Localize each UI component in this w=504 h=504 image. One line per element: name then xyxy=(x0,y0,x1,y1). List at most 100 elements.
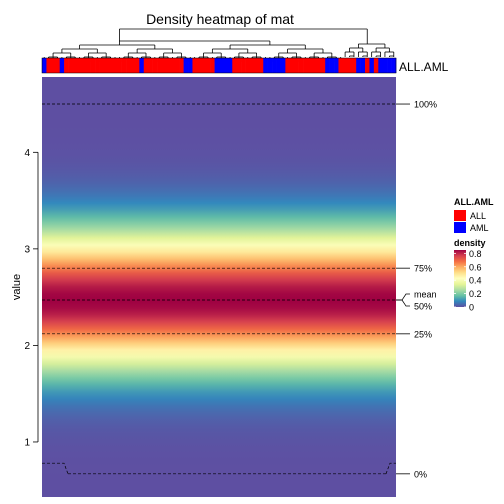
density-tick-label: 0.8 xyxy=(469,249,482,259)
annotation-cell xyxy=(86,58,91,73)
annotation-cell xyxy=(179,58,184,73)
annotation-cell xyxy=(82,58,87,73)
annotation-cell xyxy=(117,58,122,73)
annotation-cell xyxy=(223,58,228,73)
density-tick-label: 0.6 xyxy=(469,262,482,272)
annotation-cell xyxy=(46,58,51,73)
annotation-cell xyxy=(100,58,105,73)
legend-swatch-all xyxy=(454,210,466,221)
annotation-cell xyxy=(343,58,348,73)
annotation-cell xyxy=(210,58,215,73)
y-tick-label: 3 xyxy=(24,244,30,255)
annotation-cell xyxy=(104,58,109,73)
annotation-cell xyxy=(232,58,237,73)
annotation-cell xyxy=(281,58,286,73)
legend-label-aml: AML xyxy=(470,223,489,233)
annotation-legend-title: ALL.AML xyxy=(454,197,494,207)
annotation-cell xyxy=(272,58,277,73)
annotation-cell xyxy=(250,58,255,73)
annotation-cell xyxy=(60,58,65,73)
annotation-cell xyxy=(55,58,60,73)
annotation-cell xyxy=(392,58,397,73)
annotation-cell xyxy=(201,58,206,73)
annotation-cell xyxy=(77,58,82,73)
annotation-cell xyxy=(241,58,246,73)
annotation-cell xyxy=(219,58,224,73)
annotation-cell xyxy=(64,58,69,73)
annotation-bar xyxy=(42,58,396,73)
quantile-labels: 100% 75% 50% mean 25% 0% xyxy=(396,100,437,480)
annotation-cell xyxy=(334,58,339,73)
annotation-cell xyxy=(312,58,317,73)
annotation-cell xyxy=(166,58,171,73)
annotation-cell xyxy=(365,58,370,73)
annotation-cell xyxy=(188,58,193,73)
annotation-cell xyxy=(95,58,100,73)
y-tick-label: 2 xyxy=(24,341,30,352)
annotation-cell xyxy=(263,58,268,73)
density-tick-label: 0 xyxy=(469,303,474,313)
annotation-cell xyxy=(321,58,326,73)
chart-title: Density heatmap of mat xyxy=(146,11,294,27)
annotation-cell xyxy=(383,58,388,73)
annotation-cell xyxy=(308,58,313,73)
annotation-cell xyxy=(277,58,282,73)
density-legend-title: density xyxy=(454,238,486,248)
annotation-cell xyxy=(352,58,357,73)
annotation-cell xyxy=(192,58,197,73)
annotation-cell xyxy=(184,58,189,73)
column-dendrogram xyxy=(0,0,394,65)
annotation-cell xyxy=(299,58,304,73)
quantile-label: 75% xyxy=(414,264,432,274)
annotation-cell xyxy=(131,58,136,73)
annotation-cell xyxy=(175,58,180,73)
legend-swatch-aml xyxy=(454,222,466,233)
annotation-cell xyxy=(42,58,47,73)
annotation-cell xyxy=(161,58,166,73)
annotation-cell xyxy=(153,58,158,73)
annotation-cell xyxy=(69,58,74,73)
quantile-label: 25% xyxy=(414,329,432,339)
quantile-label: 100% xyxy=(414,100,437,110)
annotation-cell xyxy=(369,58,374,73)
density-tick-label: 0.4 xyxy=(469,276,482,286)
annotation-cell xyxy=(170,58,175,73)
density-legend: density 0 0.2 0.4 0.6 0.8 xyxy=(454,238,486,313)
annotation-cell xyxy=(338,58,343,73)
annotation-cell xyxy=(144,58,149,73)
annotation-cell xyxy=(122,58,127,73)
legend-label-all: ALL xyxy=(470,211,486,221)
annotation-cell xyxy=(91,58,96,73)
annotation-cell xyxy=(215,58,220,73)
annotation-cell xyxy=(285,58,290,73)
annotation-cell xyxy=(246,58,251,73)
annotation-cell xyxy=(139,58,144,73)
quantile-label: 0% xyxy=(414,469,427,479)
annotation-cell xyxy=(157,58,162,73)
annotation-cell xyxy=(316,58,321,73)
y-tick-label: 4 xyxy=(24,148,30,159)
annotation-cell xyxy=(206,58,211,73)
density-colorbar xyxy=(454,250,466,307)
annotation-cell xyxy=(259,58,264,73)
annotation-cell xyxy=(197,58,202,73)
annotation-cell xyxy=(325,58,330,73)
annotation-cell xyxy=(228,58,233,73)
annotation-cell xyxy=(113,58,118,73)
annotation-cell xyxy=(356,58,361,73)
annotation-cell xyxy=(148,58,153,73)
annotation-cell xyxy=(290,58,295,73)
annotation-cell xyxy=(73,58,78,73)
annotation-legend: ALL.AML ALL AML xyxy=(454,197,494,233)
annotation-cell xyxy=(347,58,352,73)
annotation-cell xyxy=(303,58,308,73)
annotation-cell xyxy=(126,58,131,73)
annotation-name: ALL.AML xyxy=(399,60,449,74)
y-tick-label: 1 xyxy=(24,437,30,448)
annotation-cell xyxy=(135,58,140,73)
quantile-connector xyxy=(396,300,410,306)
annotation-cell xyxy=(330,58,335,73)
annotation-cell xyxy=(108,58,113,73)
annotation-cell xyxy=(387,58,392,73)
